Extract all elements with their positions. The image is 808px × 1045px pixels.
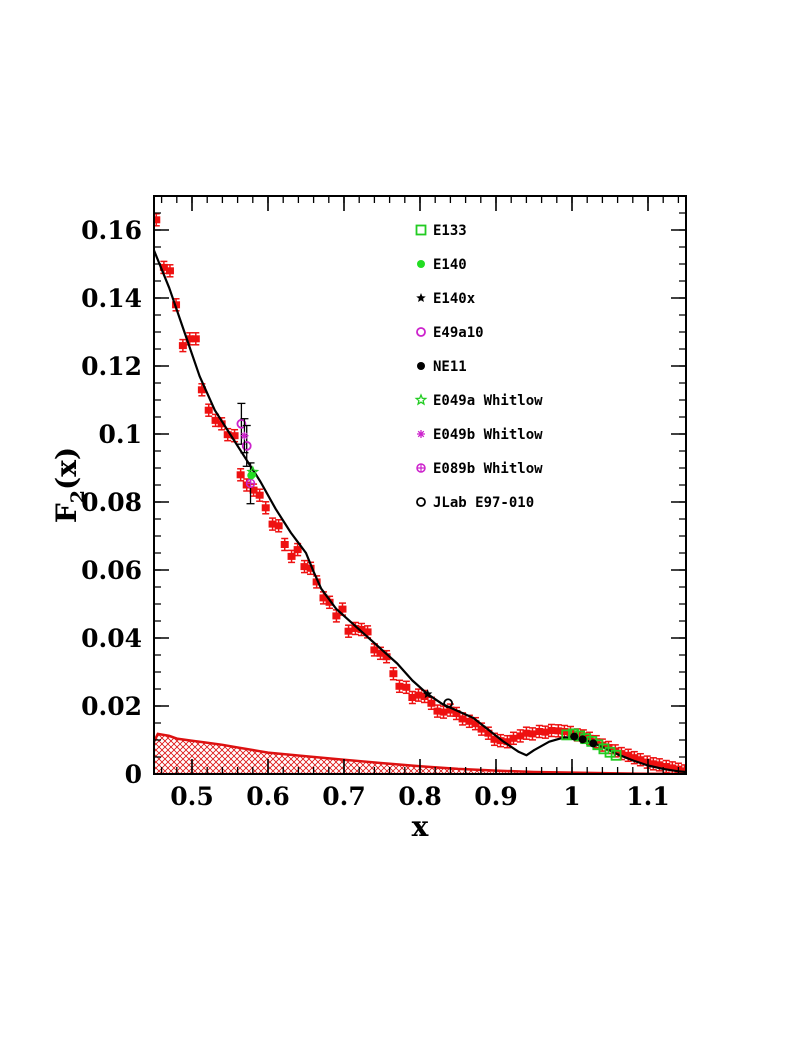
main-data-point [528,727,537,741]
legend: E133 E140 E140x E49a10 NE11 E049a Whitlow E049… [414,223,543,511]
x-axis-title: x [412,810,429,843]
main-data-point [280,537,289,552]
main-data-point [344,624,353,638]
x-tick-label: 0.8 [398,782,442,811]
axis-ticks: 0.5 0.6 0.7 0.8 0.9 1 1.1 0 0.02 0.04 0.06 0.08 0.1 0… [81,196,686,811]
data-point-e133 [598,743,610,755]
main-data-point [522,726,531,740]
band-edge [154,732,686,774]
x-tick-label: 0.9 [474,782,518,811]
main-data-point [300,559,309,574]
legend-label: E049a Whitlow [433,393,543,409]
legend-label: E049b Whitlow [433,427,543,443]
main-data-point [357,622,366,637]
main-data-point [662,759,671,774]
legend-label: E49a10 [433,325,484,341]
y-axis-title-subscript: 2 [67,490,89,503]
main-data-point [154,213,161,227]
dataset-points [236,402,622,761]
legend-marker [415,224,427,236]
main-data-point [191,332,200,346]
main-data-point [509,731,518,746]
data-point-ne11 [570,732,579,741]
legend-entry: E49a10 [416,325,484,341]
legend-label: E089b Whitlow [433,461,543,477]
main-data-point [547,723,556,738]
data-point-e140 [247,471,256,480]
legend-entry: JLab E97-010 [416,495,534,511]
y-axis-title-main: F [50,503,83,523]
legend-label: E133 [433,223,467,239]
legend-marker [414,393,428,406]
y-tick-label: 0.04 [81,624,142,653]
y-tick-label: 0.16 [81,216,142,245]
legend-entry: E133 [415,223,467,239]
y-tick-label: 0.12 [81,352,142,381]
main-data-point [535,724,544,739]
x-tick-label: 0.5 [170,782,214,811]
data-point-jlab-e97-010 [443,698,454,709]
main-data-point [408,690,417,705]
y-tick-label: 0.02 [81,692,142,721]
legend-marker [416,497,426,507]
main-data-point [554,724,563,738]
main-data-point [389,666,398,681]
main-data-point [268,517,277,531]
main-data-point [503,734,512,749]
legend-marker [416,463,426,473]
data-point-e133 [610,749,622,761]
x-tick-label: 0.6 [246,782,290,811]
main-data-point [274,519,283,533]
x-tick-label: 0.7 [322,782,366,811]
data-point-e049b-whitlow [240,431,249,440]
main-data-point [261,501,270,515]
legend-marker [417,362,425,370]
data-point-ne11 [589,739,598,748]
legend-entry: E049a Whitlow [414,393,543,409]
legend-entry: E140x [416,291,476,307]
data-point-e133 [604,746,616,758]
data-point-e089b-whitlow [245,478,256,489]
x-tick-label: 1.1 [626,782,670,811]
systematic-band [154,732,686,774]
y-tick-label: 0.06 [81,556,142,585]
main-data-point [395,679,404,694]
legend-marker [416,327,426,337]
main-data-point [178,338,187,353]
legend-entry: E140 [417,257,467,273]
legend-label: NE11 [433,359,467,375]
data-point-e49a10 [236,418,247,429]
y-tick-label: 0.1 [99,420,143,449]
legend-label: E140 [433,257,467,273]
main-data-point [402,680,411,695]
main-data-point [541,725,550,739]
y-tick-label: 0 [125,760,142,789]
y-tick-label: 0.14 [81,284,142,313]
legend-marker [417,260,425,268]
legend-marker [417,430,425,438]
y-tick-label: 0.08 [81,488,142,517]
main-data-point [351,621,360,636]
legend-entry: NE11 [417,359,467,375]
main-data-point [236,468,245,482]
legend-entry: E089b Whitlow [416,461,543,477]
main-data-point [433,704,442,718]
main-data-point [165,264,174,278]
data-point-e140x [422,689,433,699]
legend-label: JLab E97-010 [433,495,534,511]
band-fill [154,733,686,774]
x-tick-label: 1 [563,782,580,811]
legend-label: E140x [433,291,476,307]
major-ticks [154,196,686,775]
y-axis-title: F2(x) [50,447,89,523]
main-data-point [439,705,448,719]
legend-entry: E049b Whitlow [417,427,543,443]
data-point-ne11 [578,735,587,744]
data-point-e49a10 [241,440,252,451]
main-data-point [255,488,264,502]
legend-marker [416,293,426,303]
y-axis-title-suffix: (x) [50,447,83,490]
